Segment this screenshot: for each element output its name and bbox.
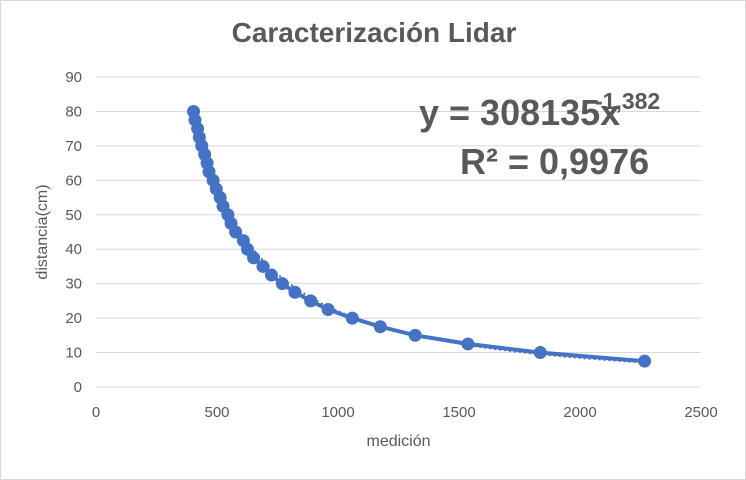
y-tick-label: 70 [65, 138, 82, 155]
data-point [321, 303, 335, 316]
y-tick-label: 20 [65, 310, 82, 327]
y-tick-label: 10 [65, 345, 82, 362]
x-tick-label: 0 [92, 404, 100, 421]
y-tick-label: 90 [65, 69, 82, 86]
data-point [247, 251, 261, 265]
r-squared-label: R² = 0,9976 [460, 141, 649, 182]
y-tick-label: 60 [65, 172, 82, 189]
y-tick-label: 30 [65, 276, 82, 293]
data-point [288, 285, 302, 299]
y-tick-label: 50 [65, 207, 82, 224]
y-tick-label: 40 [65, 241, 82, 258]
data-point [373, 320, 387, 334]
x-tick-label: 500 [204, 404, 229, 421]
trendline-equation: y = 308135x [419, 92, 620, 133]
x-axis-label: medición [366, 433, 430, 450]
data-point [345, 311, 359, 325]
x-tick-label: 1500 [442, 404, 475, 421]
trendline-exponent: -1,382 [595, 88, 660, 114]
data-point [275, 277, 289, 291]
y-tick-label: 80 [65, 103, 82, 120]
data-point [533, 346, 547, 360]
chart-title: Caracterización Lidar [231, 17, 517, 48]
data-point [264, 268, 278, 282]
data-point [461, 337, 475, 351]
x-tick-label: 2000 [563, 404, 596, 421]
y-axis-label: distancia(cm) [34, 184, 51, 279]
y-tick-label: 0 [74, 379, 82, 396]
data-point [229, 225, 243, 239]
data-point [408, 328, 422, 342]
data-point [304, 294, 318, 308]
data-point [638, 354, 652, 368]
x-tick-label: 2500 [684, 404, 717, 421]
data-point [256, 259, 270, 273]
x-tick-label: 1000 [321, 404, 354, 421]
